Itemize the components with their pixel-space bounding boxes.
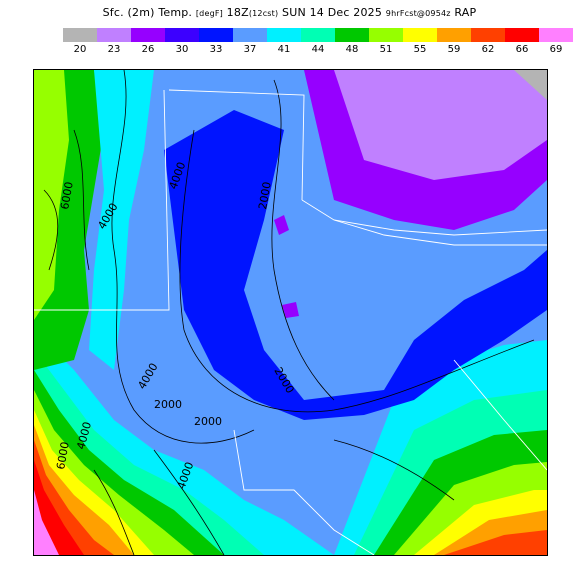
legend-tick-label: 66	[515, 44, 529, 55]
color-legend	[63, 28, 573, 42]
contour-2000	[179, 129, 535, 413]
legend-swatch	[199, 28, 233, 42]
contour-sw-2	[93, 469, 135, 555]
map-canvas: 6000 4000 4000 2000 2000 2000 4000 6000 …	[34, 70, 547, 555]
legend-swatch	[267, 28, 301, 42]
border-6	[453, 359, 547, 471]
title-date: SUN 14 Dec 2025	[282, 6, 383, 19]
contour-label: 2000	[194, 415, 222, 428]
legend-tick-label: 23	[107, 44, 121, 55]
legend-swatch	[97, 28, 131, 42]
contour-sw	[153, 449, 225, 555]
legend-swatch	[335, 28, 369, 42]
contour-label: 6000	[58, 181, 76, 211]
title-units: [degF]	[195, 9, 223, 18]
border-5	[233, 429, 375, 555]
cold-spot-1	[274, 215, 289, 235]
contour-label: 2000	[154, 398, 182, 411]
legend-tick-label: 30	[175, 44, 189, 55]
title-model: RAP	[454, 6, 477, 19]
legend-tick-label: 55	[413, 44, 427, 55]
legend-swatch	[505, 28, 539, 42]
title-field: Sfc. (2m) Temp.	[102, 6, 193, 19]
title-forecast: 9hrFcst@0954z	[385, 9, 451, 18]
contour-se	[333, 439, 455, 501]
legend-swatch	[165, 28, 199, 42]
legend-tick-label: 37	[243, 44, 257, 55]
legend-swatch	[369, 28, 403, 42]
legend-tick-label: 20	[73, 44, 87, 55]
contour-lines	[43, 70, 535, 555]
band-62	[444, 530, 547, 555]
contour-2000-b	[271, 79, 335, 401]
title-local: (12cst)	[248, 9, 279, 18]
legend-tick-label: 51	[379, 44, 393, 55]
band-20-north	[514, 70, 547, 100]
legend-swatch	[471, 28, 505, 42]
title-time: 18Z	[226, 6, 249, 19]
legend-swatch	[233, 28, 267, 42]
legend-tick-label: 44	[311, 44, 325, 55]
legend-swatch	[63, 28, 97, 42]
legend-swatch	[539, 28, 573, 42]
legend-tick-label: 33	[209, 44, 223, 55]
legend-tick-label: 59	[447, 44, 461, 55]
contour-west-loop	[43, 189, 59, 271]
legend-tick-label: 26	[141, 44, 155, 55]
band-23-north	[334, 70, 547, 180]
contour-4000	[111, 70, 255, 444]
band-69-sw	[34, 490, 59, 555]
border-1	[34, 89, 170, 311]
temperature-map: 6000 4000 4000 2000 2000 2000 4000 6000 …	[33, 69, 548, 556]
band-33-central	[164, 110, 547, 420]
contour-label: 6000	[54, 441, 72, 471]
legend-tick-label: 48	[345, 44, 359, 55]
legend-tick-label: 41	[277, 44, 291, 55]
band-mountain-far-west	[34, 70, 69, 320]
border-4	[333, 219, 547, 246]
border-2	[168, 89, 305, 201]
state-borders	[34, 89, 547, 555]
legend-swatch	[131, 28, 165, 42]
legend-swatch	[301, 28, 335, 42]
legend-tick-label: 69	[549, 44, 563, 55]
legend-swatch	[403, 28, 437, 42]
contour-label: 2000	[256, 181, 274, 211]
contour-6000	[73, 129, 90, 271]
band-cyan-west	[89, 70, 154, 370]
legend-swatch	[437, 28, 471, 42]
map-title: Sfc. (2m) Temp. [degF] 18Z(12cst) SUN 14…	[0, 6, 579, 19]
border-3	[301, 199, 547, 236]
cold-spot-2	[282, 302, 299, 318]
legend-tick-label: 62	[481, 44, 495, 55]
